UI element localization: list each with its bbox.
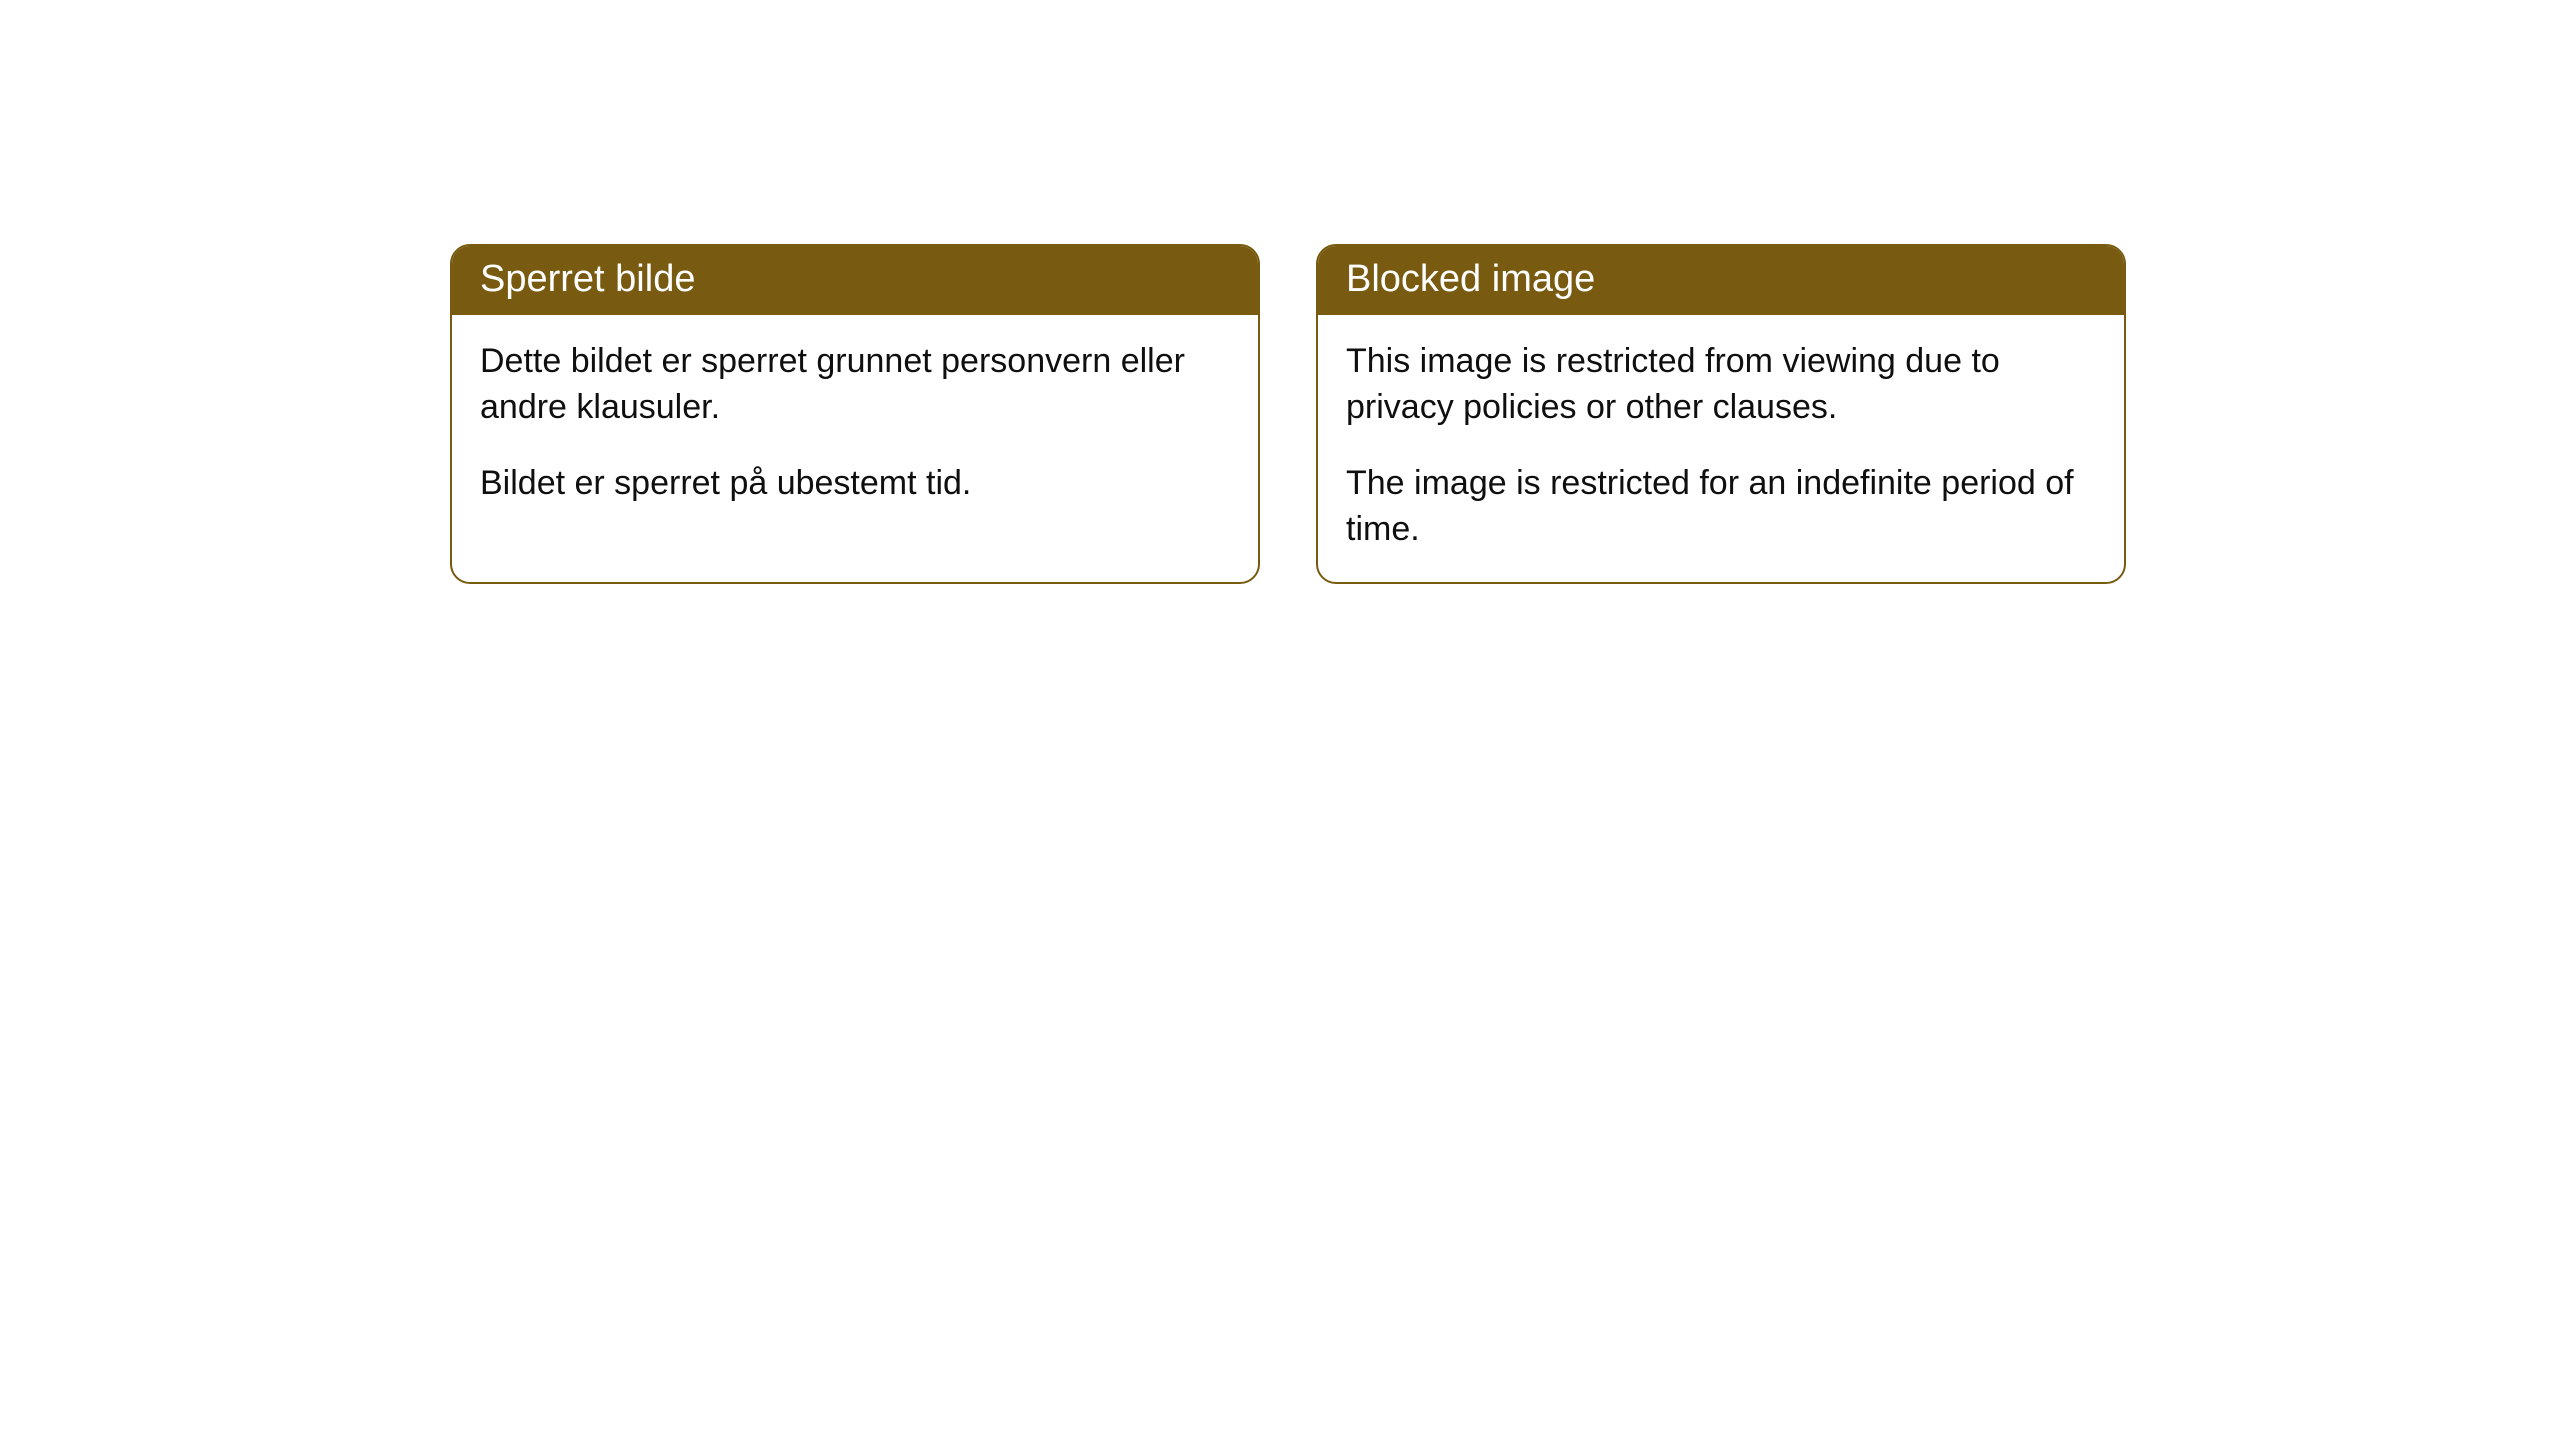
- card-paragraph: Dette bildet er sperret grunnet personve…: [480, 339, 1230, 431]
- card-paragraph: This image is restricted from viewing du…: [1346, 339, 2096, 431]
- card-body: This image is restricted from viewing du…: [1318, 315, 2124, 584]
- blocked-image-card-norwegian: Sperret bilde Dette bildet er sperret gr…: [450, 244, 1260, 584]
- cards-container: Sperret bilde Dette bildet er sperret gr…: [0, 0, 2560, 584]
- card-paragraph: The image is restricted for an indefinit…: [1346, 461, 2096, 553]
- card-body: Dette bildet er sperret grunnet personve…: [452, 315, 1258, 543]
- card-paragraph: Bildet er sperret på ubestemt tid.: [480, 461, 1230, 507]
- card-title: Sperret bilde: [480, 258, 695, 300]
- card-header: Sperret bilde: [452, 246, 1258, 315]
- card-title: Blocked image: [1346, 258, 1595, 300]
- card-header: Blocked image: [1318, 246, 2124, 315]
- blocked-image-card-english: Blocked image This image is restricted f…: [1316, 244, 2126, 584]
